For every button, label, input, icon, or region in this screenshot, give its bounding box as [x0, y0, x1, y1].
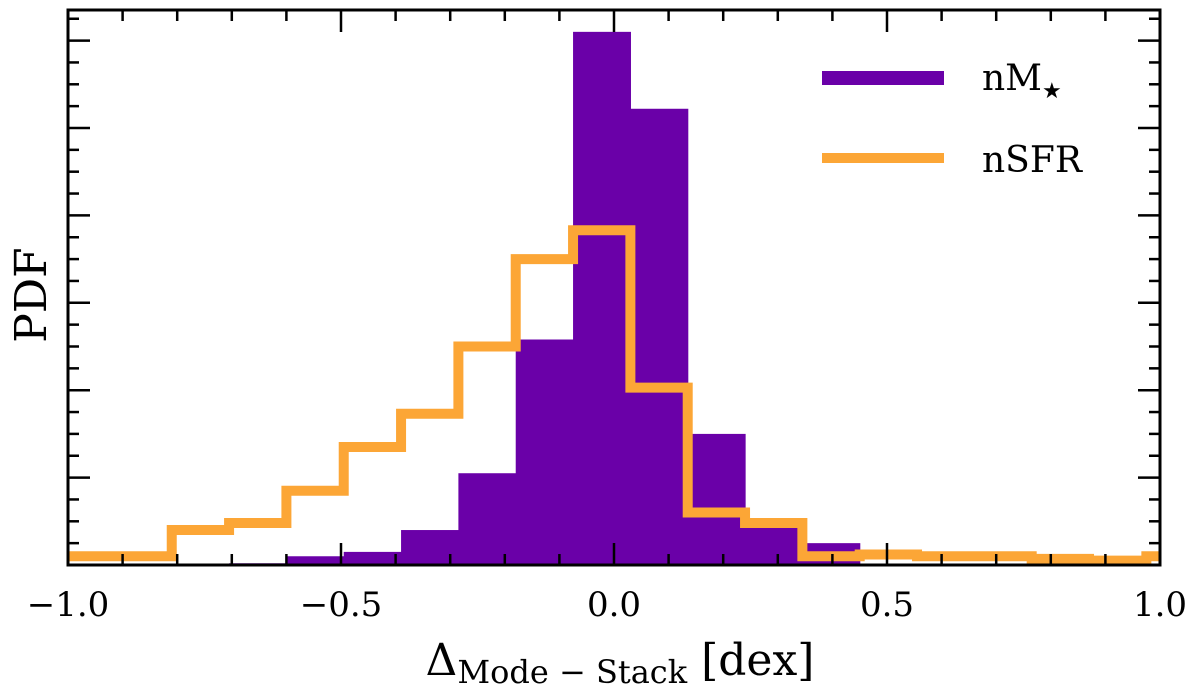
x-tick-label: 1.0	[1133, 585, 1187, 625]
x-axis-label: ΔMode − Stack [dex]	[426, 635, 815, 690]
nsfr-step-layer	[68, 225, 1160, 566]
x-axis-label-sub: Mode − Stack	[457, 653, 687, 690]
x-tick-label: −0.5	[300, 585, 383, 625]
x-tick-labels: −1.0 −0.5 0.0 0.5 1.0	[27, 585, 1187, 625]
axis-ticks	[66, 10, 1162, 565]
nmstar-bar	[343, 551, 402, 565]
nmstar-bars	[229, 31, 861, 565]
legend-label-nmstar-main: nM	[982, 58, 1042, 99]
plot-frame	[66, 8, 1162, 567]
nsfr-step-line	[68, 225, 1160, 566]
legend-label-nmstar-sub: ★	[1042, 79, 1062, 104]
legend: nM★ nSFR	[822, 58, 1083, 181]
nmstar-bar	[515, 339, 574, 565]
x-tick-label: −1.0	[27, 585, 110, 625]
x-axis-label-unit: [dex]	[687, 635, 814, 686]
nmstar-bar	[630, 108, 689, 565]
x-tick-label: 0.5	[860, 585, 914, 625]
x-tick-label: 0.0	[587, 585, 641, 625]
nmstar-bar	[458, 473, 517, 565]
legend-label-nsfr: nSFR	[982, 140, 1083, 181]
nmstar-bar	[687, 433, 746, 565]
nmstar-bar	[573, 31, 631, 565]
y-axis-label: PDF	[6, 247, 57, 342]
legend-label-nmstar: nM★	[982, 58, 1062, 104]
nmstar-bar	[286, 556, 345, 565]
x-axis-label-main: Δ	[426, 635, 458, 686]
nmstar-bar	[745, 525, 803, 565]
